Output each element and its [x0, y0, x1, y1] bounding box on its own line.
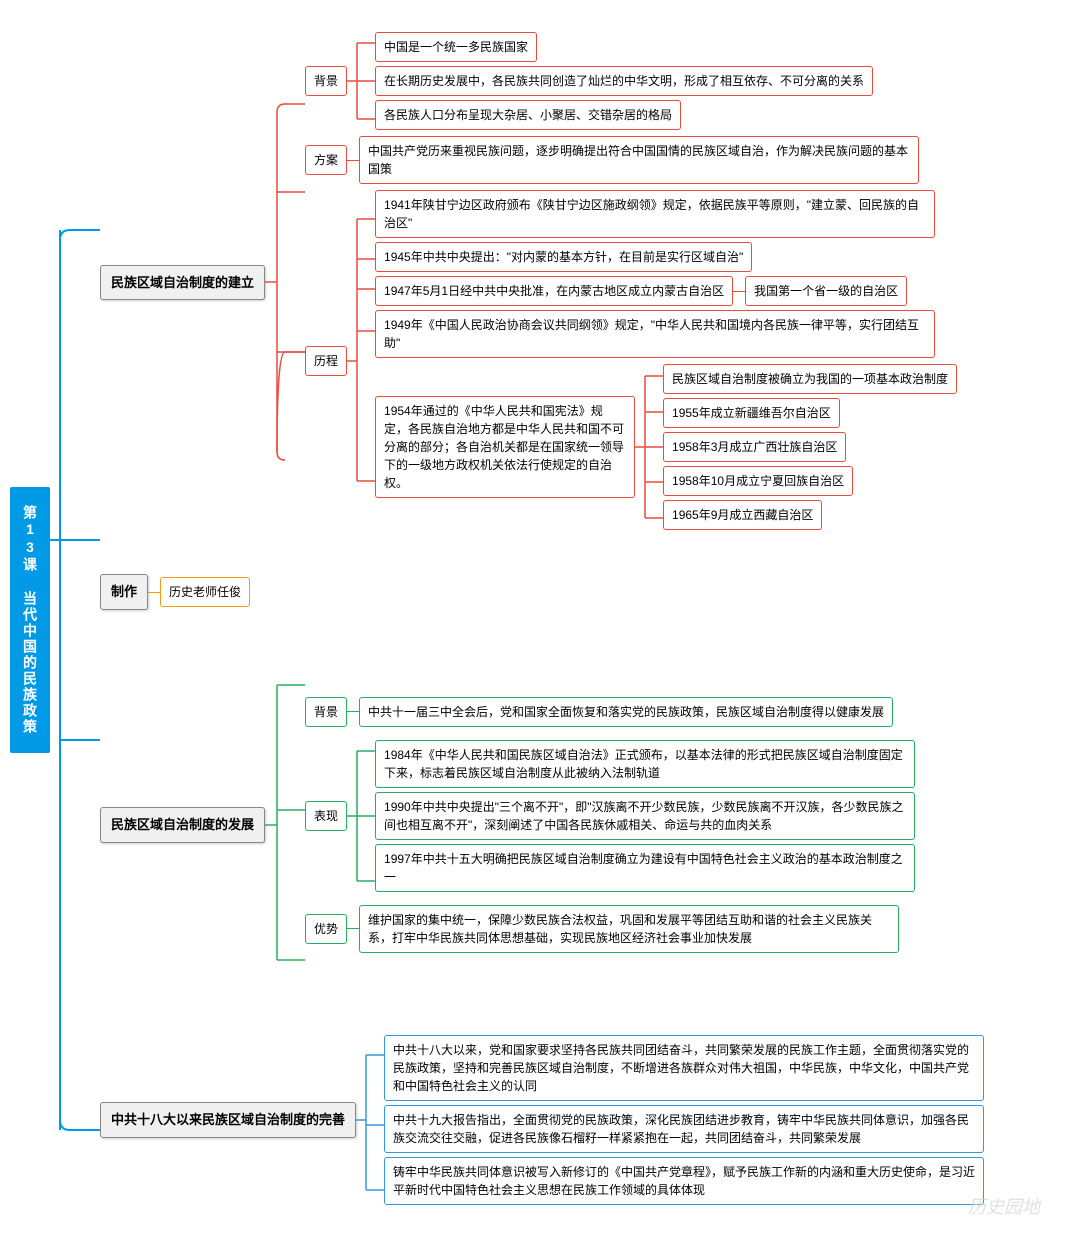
- main-branches: 民族区域自治制度的建立 背景 中国是一个统一多民族国家 在长期历史发展中，各民族…: [100, 30, 984, 1210]
- leaf: 在长期历史发展中，各民族共同创造了灿烂的中华文明，形成了相互依存、不可分离的关系: [375, 66, 873, 96]
- leaf: 1965年9月成立西藏自治区: [663, 500, 822, 530]
- leaf: 铸牢中华民族共同体意识被写入新修订的《中国共产党章程》，赋予民族工作新的内涵和重…: [384, 1157, 984, 1205]
- leaf: 1954年通过的《中华人民共和国宪法》规定，各民族自治地方都是中华人民共和国不可…: [375, 396, 635, 498]
- node-bg: 背景: [305, 66, 347, 96]
- leaf: 1955年成立新疆维吾尔自治区: [663, 398, 840, 428]
- leaf: 1984年《中华人民共和国民族区域自治法》正式颁布，以基本法律的形式把民族区域自…: [375, 740, 915, 788]
- leaf: 中共十八大以来，党和国家要求坚持各民族共同团结奋斗，共同繁荣发展的民族工作主题，…: [384, 1035, 984, 1101]
- branch-4: 中共十八大以来民族区域自治制度的完善 中共十八大以来，党和国家要求坚持各民族共同…: [100, 1030, 984, 1210]
- node-g-ys: 优势: [305, 914, 347, 944]
- b1-subs: 背景 中国是一个统一多民族国家 在长期历史发展中，各民族共同创造了灿烂的中华文明…: [305, 30, 957, 534]
- leaf: 中共十一届三中全会后，党和国家全面恢复和落实党的民族政策，民族区域自治制度得以健…: [359, 697, 893, 727]
- root-connector: [50, 20, 100, 1220]
- node-g-bx: 表现: [305, 801, 347, 831]
- leaf: 1945年中共中央提出："对内蒙的基本方针，在目前是实行区域自治": [375, 242, 752, 272]
- node-18th: 中共十八大以来民族区域自治制度的完善: [100, 1102, 356, 1138]
- leaf: 1997年中共十五大明确把民族区域自治制度确立为建设有中国特色社会主义政治的基本…: [375, 844, 915, 892]
- watermark: 历史园地: [968, 1193, 1040, 1219]
- leaf: 1949年《中国人民政治协商会议共同纲领》规定，"中华人民共和国境内各民族一律平…: [375, 310, 935, 358]
- leaf: 1947年5月1日经中共中央批准，在内蒙古地区成立内蒙古自治区: [375, 276, 733, 306]
- branch-2: 制作 历史老师任俊: [100, 574, 984, 610]
- node-establishment: 民族区域自治制度的建立: [100, 265, 265, 301]
- leaf: 1990年中共中央提出"三个离不开"，即"汉族离不开少数民族，少数民族离不开汉族…: [375, 792, 915, 840]
- leaf: 中国共产党历来重视民族问题，逐步明确提出符合中国国情的民族区域自治，作为解决民族…: [359, 136, 919, 184]
- branch-3: 民族区域自治制度的发展 背景 中共十一届三中全会后，党和国家全面恢复和落实党的民…: [100, 660, 984, 990]
- leaf: 民族区域自治制度被确立为我国的一项基本政治制度: [663, 364, 957, 394]
- leaf: 1958年3月成立广西壮族自治区: [663, 432, 846, 462]
- leaf: 中共十九大报告指出，全面贯彻党的民族政策，深化民族团结进步教育，铸牢中华民族共同…: [384, 1105, 984, 1153]
- b1-conn: [265, 72, 305, 492]
- leaf: 我国第一个省一级的自治区: [745, 276, 907, 306]
- mindmap-container: 第13课 当代中国的民族政策 民族区域自治制度的建立 背景: [0, 0, 1080, 1240]
- leaf: 维护国家的集中统一，保障少数民族合法权益，巩固和发展平等团结互助和谐的社会主义民…: [359, 905, 899, 953]
- node-author: 制作: [100, 574, 148, 610]
- node-lc: 历程: [305, 346, 347, 376]
- node-g-bg: 背景: [305, 697, 347, 727]
- leaf: 各民族人口分布呈现大杂居、小聚居、交错杂居的格局: [375, 100, 681, 130]
- leaf: 中国是一个统一多民族国家: [375, 32, 537, 62]
- branch-1: 民族区域自治制度的建立 背景 中国是一个统一多民族国家 在长期历史发展中，各民族…: [100, 30, 984, 534]
- node-develop: 民族区域自治制度的发展: [100, 807, 265, 843]
- root-node: 第13课 当代中国的民族政策: [10, 487, 50, 753]
- leaf-author: 历史老师任俊: [160, 577, 250, 607]
- leaf: 1958年10月成立宁夏回族自治区: [663, 466, 853, 496]
- node-fa: 方案: [305, 145, 347, 175]
- leaf: 1941年陕甘宁边区政府颁布《陕甘宁边区施政纲领》规定，依据民族平等原则，"建立…: [375, 190, 935, 238]
